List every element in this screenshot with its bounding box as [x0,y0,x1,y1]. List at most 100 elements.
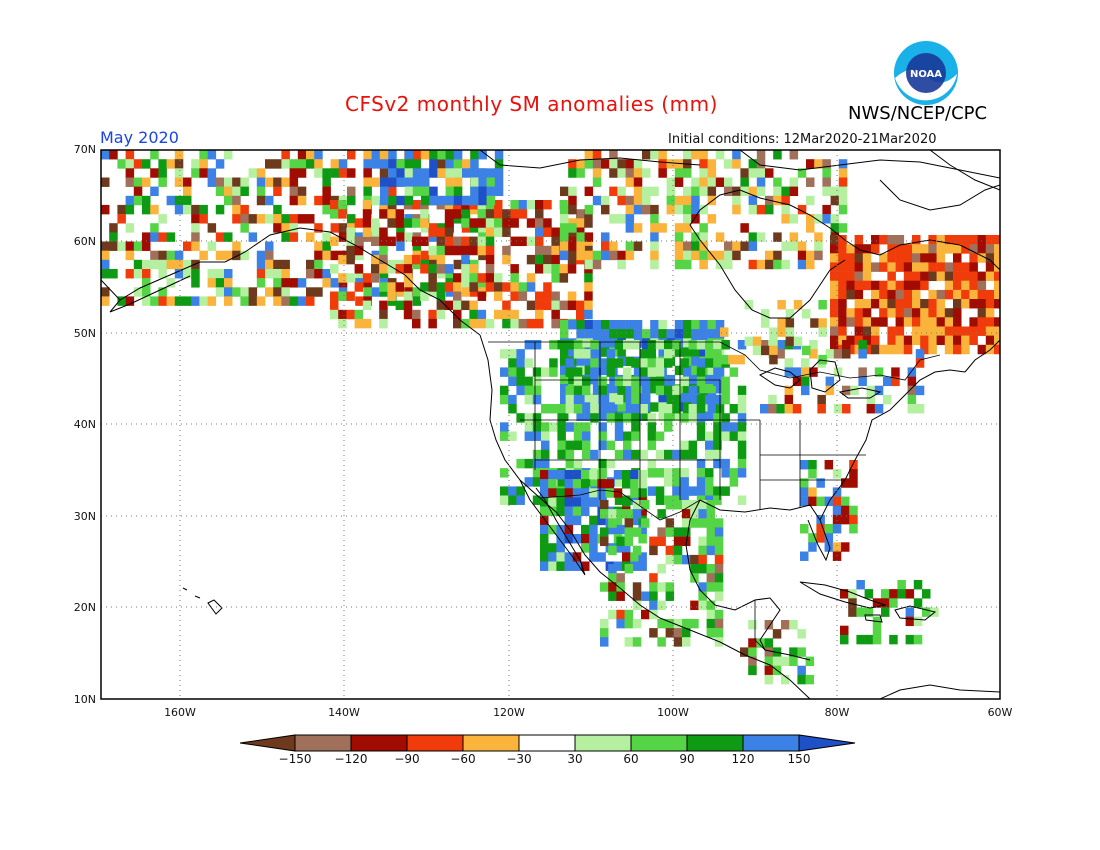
anomaly-cell [797,647,806,657]
anomaly-cell [832,487,842,497]
anomaly-cell [862,317,872,327]
anomaly-cell [696,404,706,414]
anomaly-cell [605,488,615,498]
anomaly-cell [682,618,691,629]
colorbar-swatch [518,734,576,752]
anomaly-cell [224,150,233,160]
anomaly-cell [183,259,192,270]
anomaly-cell [330,223,340,233]
anomaly-cell [850,385,859,396]
anomaly-cell [682,527,691,537]
anomaly-cell [658,223,667,233]
anomaly-cell [540,534,549,544]
anomaly-cell [355,269,364,279]
anomaly-cell [683,195,692,206]
anomaly-cell [265,287,274,297]
anomaly-cell [724,159,733,169]
anomaly-cell [879,253,888,263]
anomaly-cell [362,209,372,219]
anomaly-cell [897,589,906,599]
anomaly-cell [428,264,437,274]
anomaly-cell [584,329,594,339]
anomaly-cell [862,326,872,336]
anomaly-cell [903,271,913,282]
anomaly-cell [849,514,858,525]
anomaly-cell [568,204,577,215]
anomaly-cell [682,637,691,647]
anomaly-cell [625,356,635,367]
anomaly-cell [961,280,970,291]
anomaly-cell [832,469,842,479]
anomaly-cell [532,477,542,487]
anomaly-cell [601,195,610,206]
anomaly-cell [273,259,282,270]
anomaly-cell [641,591,650,601]
anomaly-cell [584,245,593,256]
anomaly-cell [524,385,534,396]
anomaly-cell [688,404,698,414]
anomaly-cell [355,250,364,261]
anomaly-cell [858,349,867,359]
anomaly-cell [915,349,925,359]
anomaly-cell [576,356,585,367]
anomaly-cell [524,394,534,405]
anomaly-cell [889,589,898,599]
anomaly-cell [609,329,618,339]
anomaly-cell [871,335,880,346]
anomaly-cell [632,600,642,611]
anomaly-cell [874,367,884,377]
anomaly-cell [690,618,699,629]
anomaly-cell [724,241,733,251]
anomaly-cell [584,291,593,301]
anomaly-cell [737,413,747,423]
anomaly-cell [508,358,517,368]
anomaly-cell [748,241,758,251]
anomaly-cell [625,195,635,206]
anomaly-cell [158,214,167,224]
anomaly-cell [797,629,806,639]
anomaly-cell [421,168,430,178]
anomaly-cell [683,329,692,339]
anomaly-cell [338,318,347,329]
anomaly-cell [797,665,806,676]
anomaly-cell [584,309,593,320]
anomaly-cell [371,159,381,169]
anomaly-cell [881,598,890,608]
anomaly-cell [576,209,585,219]
anomaly-cell [606,404,616,414]
anomaly-cell [396,168,405,178]
anomaly-cell [657,564,666,574]
anomaly-cell [706,600,716,611]
anomaly-cell [606,367,616,377]
anomaly-cell [666,186,676,197]
anomaly-cell [559,300,569,311]
anomaly-cell [658,320,667,330]
anomaly-cell [453,309,462,320]
anomaly-cell [608,509,617,519]
anomaly-cell [469,300,478,311]
anomaly-cell [664,385,673,396]
anomaly-cell [248,168,258,178]
anomaly-cell [613,561,623,571]
anomaly-cell [584,150,594,160]
anomaly-cell [854,253,864,263]
anomaly-cell [664,358,673,368]
anomaly-cell [920,280,929,291]
anomaly-cell [518,236,528,247]
colorbar-arrow-high [798,734,856,752]
anomaly-cell [614,376,624,387]
anomaly-cell [469,273,478,283]
anomaly-cell [403,218,413,228]
anomaly-cell [905,616,915,627]
anomaly-cell [889,598,898,608]
anomaly-cell [842,349,851,359]
anomaly-cell [713,495,722,505]
anomaly-cell [854,262,864,272]
anomaly-cell [632,582,642,592]
anomaly-cell [174,150,184,160]
anomaly-cell [706,527,716,537]
anomaly-cell [856,634,865,645]
anomaly-cell [630,470,639,480]
anomaly-cell [584,356,594,367]
anomaly-cell [199,159,208,169]
